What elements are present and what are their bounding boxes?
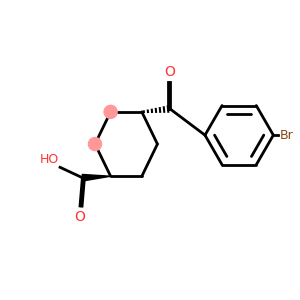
Polygon shape (82, 175, 111, 181)
Text: Br: Br (279, 129, 293, 142)
Text: HO: HO (39, 153, 58, 166)
Text: O: O (75, 209, 86, 224)
Circle shape (88, 137, 102, 151)
Circle shape (104, 105, 117, 119)
Text: O: O (165, 65, 176, 79)
